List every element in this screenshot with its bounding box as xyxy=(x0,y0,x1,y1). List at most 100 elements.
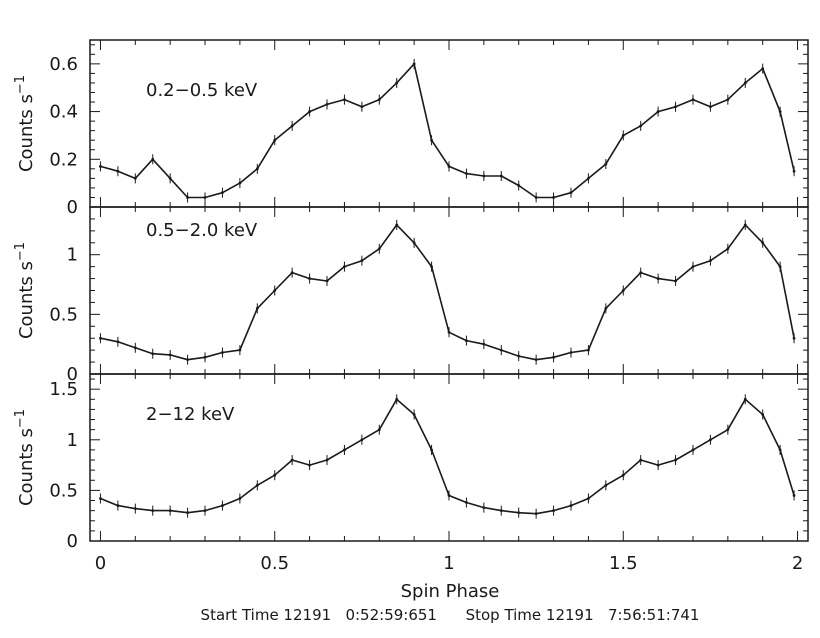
energy-band-label: 0.5−2.0 keV xyxy=(146,220,258,241)
data-point xyxy=(273,473,277,477)
data-point xyxy=(221,351,224,354)
x-tick-label: 2 xyxy=(792,553,803,574)
data-point xyxy=(552,509,555,513)
data-point xyxy=(604,483,608,487)
data-point xyxy=(726,428,730,432)
data-point xyxy=(325,103,329,106)
y-tick-label: 1 xyxy=(67,245,78,266)
x-axis-label: Spin Phase xyxy=(401,581,500,602)
data-point xyxy=(151,157,155,161)
data-point xyxy=(499,348,503,352)
y-axis-label: Counts s−1 xyxy=(13,75,37,172)
data-point xyxy=(482,342,486,346)
data-point xyxy=(238,181,242,185)
panel-2: 0 0.5 1 Counts s−1 0.5−2.0 keV xyxy=(13,206,809,385)
data-point xyxy=(290,458,294,462)
data-point xyxy=(186,511,189,515)
y-tick-label: 0.5 xyxy=(49,304,78,325)
data-point xyxy=(465,501,468,504)
x-tick-label: 0 xyxy=(95,553,106,574)
x-tick-label: 0.5 xyxy=(260,553,289,574)
data-point xyxy=(430,265,433,269)
data-point xyxy=(792,494,796,497)
data-point xyxy=(151,352,155,356)
data-point xyxy=(99,165,102,168)
data-point xyxy=(308,277,311,280)
data-point xyxy=(238,497,242,500)
data-point xyxy=(255,167,259,171)
y-axis-label-superscript: −1 xyxy=(13,242,28,261)
data-point xyxy=(761,67,765,71)
x-tick-label: 1.5 xyxy=(609,553,638,574)
data-point xyxy=(203,196,207,199)
data-point xyxy=(308,463,311,467)
data-point xyxy=(778,110,782,113)
data-point xyxy=(290,271,294,275)
y-axis-label-text: Counts s xyxy=(16,428,37,506)
panel-3: 0 0.5 1 1.5 Counts s−1 2−12 keV xyxy=(13,373,809,552)
data-point xyxy=(395,397,399,401)
data-point xyxy=(534,358,538,362)
data-point xyxy=(778,448,782,452)
data-point xyxy=(534,196,538,199)
x-tick-label: 1 xyxy=(443,553,454,574)
data-point xyxy=(709,438,712,442)
time-footer: Start Time 12191 0:52:59:651 Stop Time 1… xyxy=(201,606,700,624)
data-point xyxy=(499,509,503,513)
data-point xyxy=(587,176,590,180)
data-point xyxy=(569,351,573,354)
data-point xyxy=(133,507,137,511)
y-tick-label: 0.6 xyxy=(49,54,78,75)
data-point xyxy=(743,223,747,227)
y-tick-label: 0 xyxy=(67,531,78,552)
data-point xyxy=(674,279,677,283)
data-point xyxy=(343,265,346,269)
data-point xyxy=(116,169,120,173)
data-point xyxy=(517,511,521,515)
data-point xyxy=(656,110,660,113)
data-point xyxy=(447,165,451,168)
data-point xyxy=(743,397,747,401)
data-point xyxy=(447,494,451,497)
data-point xyxy=(290,124,294,128)
data-point xyxy=(691,265,695,269)
data-point xyxy=(273,289,277,292)
y-tick-label: 0.5 xyxy=(49,480,78,501)
y-tick-label: 0.2 xyxy=(49,149,78,170)
y-axis-label-text: Counts s xyxy=(16,94,37,172)
data-point xyxy=(430,138,433,142)
y-tick-label: 1.5 xyxy=(49,379,78,400)
data-point xyxy=(482,174,486,178)
y-axis-label: Counts s−1 xyxy=(13,242,37,339)
x-tick-labels: 0 0.5 1 1.5 2 xyxy=(95,553,804,574)
data-point xyxy=(203,509,207,513)
energy-band-label: 2−12 keV xyxy=(146,404,235,425)
data-point xyxy=(639,124,643,128)
data-point xyxy=(186,358,189,362)
data-point xyxy=(168,509,172,513)
data-point xyxy=(552,355,555,359)
data-point xyxy=(377,98,381,102)
data-point xyxy=(743,81,747,85)
data-point xyxy=(726,98,730,102)
panel-frame xyxy=(89,373,809,542)
data-point xyxy=(221,504,224,507)
panel-frame xyxy=(89,39,809,208)
data-point xyxy=(412,413,416,416)
data-point xyxy=(621,473,625,477)
data-point xyxy=(99,497,102,500)
data-point xyxy=(691,448,695,452)
data-point xyxy=(325,458,329,462)
data-point xyxy=(552,196,555,199)
data-point xyxy=(639,271,643,275)
data-point xyxy=(587,348,590,352)
data-point xyxy=(116,340,120,344)
data-point xyxy=(360,438,364,442)
data-point xyxy=(674,458,677,462)
light-curve-series xyxy=(100,224,795,361)
data-point xyxy=(360,259,364,263)
data-point xyxy=(691,98,695,102)
data-point xyxy=(377,428,381,432)
